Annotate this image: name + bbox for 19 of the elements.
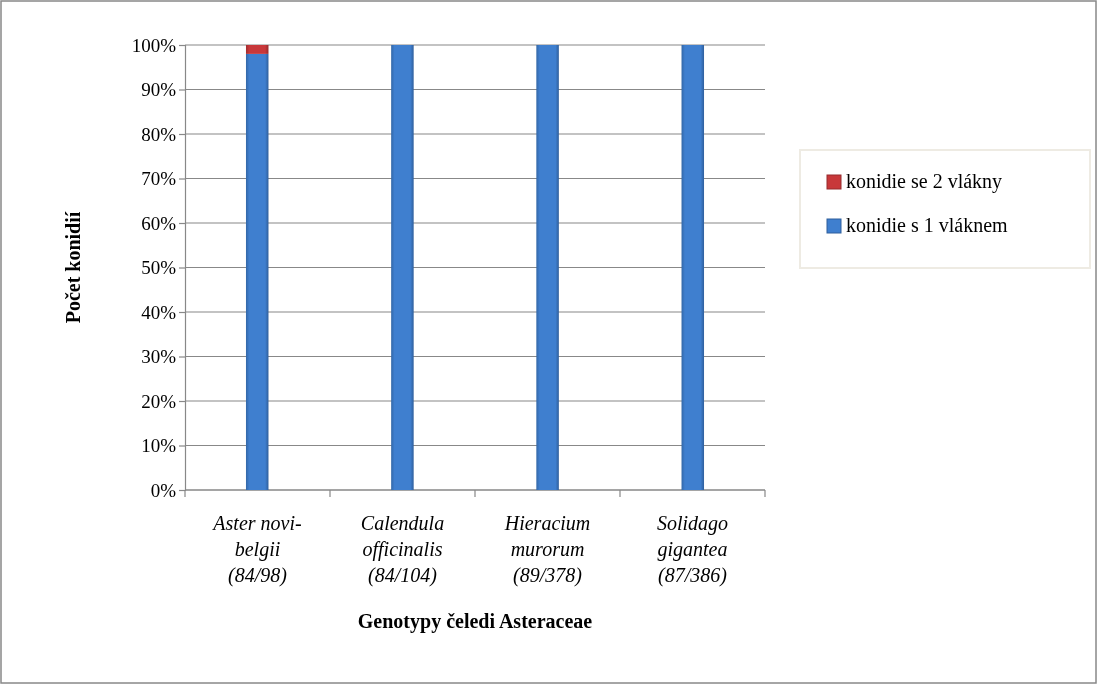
x-tick-label: Hieracium murorum (89/378) [503, 512, 591, 587]
y-tick-label: 10% [141, 435, 177, 457]
x-tick-label: Calendula officinalis (84/104) [360, 512, 445, 587]
y-tick-label: 90% [141, 79, 177, 101]
x-axis-title: Genotypy čeledi Asteraceae [357, 610, 593, 633]
legend-label: konidie s 1 vláknem [846, 214, 1009, 236]
y-tick-label: 30% [141, 346, 177, 368]
y-tick-label: 20% [141, 390, 177, 412]
y-tick-label: 70% [141, 168, 177, 190]
y-tick-label: 0% [150, 479, 177, 501]
y-tick-label: 60% [141, 212, 177, 234]
x-tick-label: Solidago gigantea (87/386) [656, 512, 729, 587]
y-tick-label: 40% [141, 301, 177, 323]
y-tick-label: 80% [141, 123, 177, 145]
y-axis-title: Počet konidií [62, 211, 84, 324]
legend-label: konidie se 2 vlákny [846, 170, 1003, 193]
y-tick-label: 100% [131, 34, 177, 56]
y-tick-label: 50% [141, 257, 177, 279]
x-tick-label: Aster novi- belgii (84/98) [211, 512, 302, 587]
